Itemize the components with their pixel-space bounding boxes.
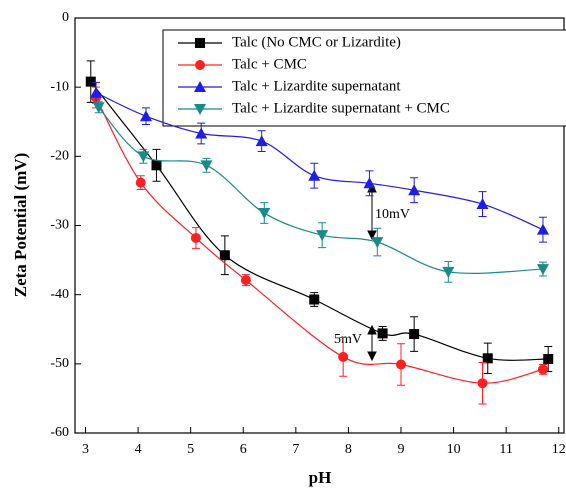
- legend-marker: [194, 81, 206, 92]
- annotation: 10mV: [375, 207, 410, 222]
- data-point: [151, 160, 162, 171]
- data-point: [477, 378, 488, 389]
- data-point: [240, 275, 251, 286]
- legend-marker: [195, 38, 205, 48]
- data-point: [409, 329, 420, 340]
- data-point: [408, 184, 421, 196]
- data-point: [219, 250, 230, 261]
- data-point: [371, 237, 384, 249]
- data-point: [139, 110, 152, 122]
- data-point: [255, 135, 268, 147]
- data-point: [137, 151, 150, 163]
- x-tick-label: 7: [292, 442, 299, 457]
- data-point: [308, 169, 321, 181]
- fit-line: [98, 106, 543, 274]
- data-point: [442, 266, 455, 278]
- y-tick-label: -10: [50, 79, 69, 94]
- data-point: [309, 294, 320, 305]
- data-point: [135, 177, 146, 188]
- data-point: [338, 351, 349, 362]
- x-tick-label: 10: [447, 442, 461, 457]
- data-point: [190, 232, 201, 243]
- x-tick-label: 11: [499, 442, 512, 457]
- data-point: [90, 86, 103, 98]
- legend-box: [162, 29, 566, 127]
- legend-label: Talc (No CMC or Lizardite): [232, 34, 401, 50]
- data-point: [92, 102, 105, 114]
- data-point: [543, 353, 554, 364]
- data-point: [200, 160, 213, 172]
- x-tick-label: 3: [82, 442, 89, 457]
- x-tick-label: 9: [398, 442, 405, 457]
- data-point: [377, 328, 388, 339]
- y-tick-label: -20: [50, 149, 69, 164]
- y-tick-label: 0: [62, 10, 69, 25]
- annotation: 5mV: [334, 332, 362, 347]
- data-point: [536, 264, 549, 276]
- data-point: [536, 223, 549, 235]
- data-point: [476, 198, 489, 210]
- x-tick-label: 4: [135, 442, 142, 457]
- data-point: [195, 127, 208, 139]
- x-tick-label: 8: [345, 442, 352, 457]
- data-point: [482, 353, 493, 364]
- x-axis-title: pH: [309, 468, 332, 487]
- y-tick-label: -60: [50, 425, 69, 440]
- legend-marker: [194, 104, 206, 115]
- y-tick-label: -40: [50, 287, 69, 302]
- legend-label: Talc + CMC: [232, 56, 307, 72]
- legend-label: Talc + Lizardite supernatant: [232, 78, 401, 94]
- data-point: [396, 359, 406, 370]
- y-axis-title: Zeta Potential (mV): [11, 153, 30, 297]
- x-tick-label: 6: [240, 442, 247, 457]
- legend-marker: [195, 60, 205, 70]
- data-point: [258, 208, 271, 220]
- data-point: [316, 230, 329, 242]
- x-tick-label: 12: [552, 442, 566, 457]
- x-tick-label: 5: [187, 442, 194, 457]
- data-point: [537, 364, 548, 375]
- fit-line: [95, 97, 544, 384]
- legend-label: Talc + Lizardite supernatant + CMC: [232, 100, 450, 116]
- data-point: [363, 177, 376, 189]
- y-tick-label: -50: [50, 356, 69, 371]
- y-tick-label: -30: [50, 218, 69, 233]
- data-point: [85, 76, 96, 87]
